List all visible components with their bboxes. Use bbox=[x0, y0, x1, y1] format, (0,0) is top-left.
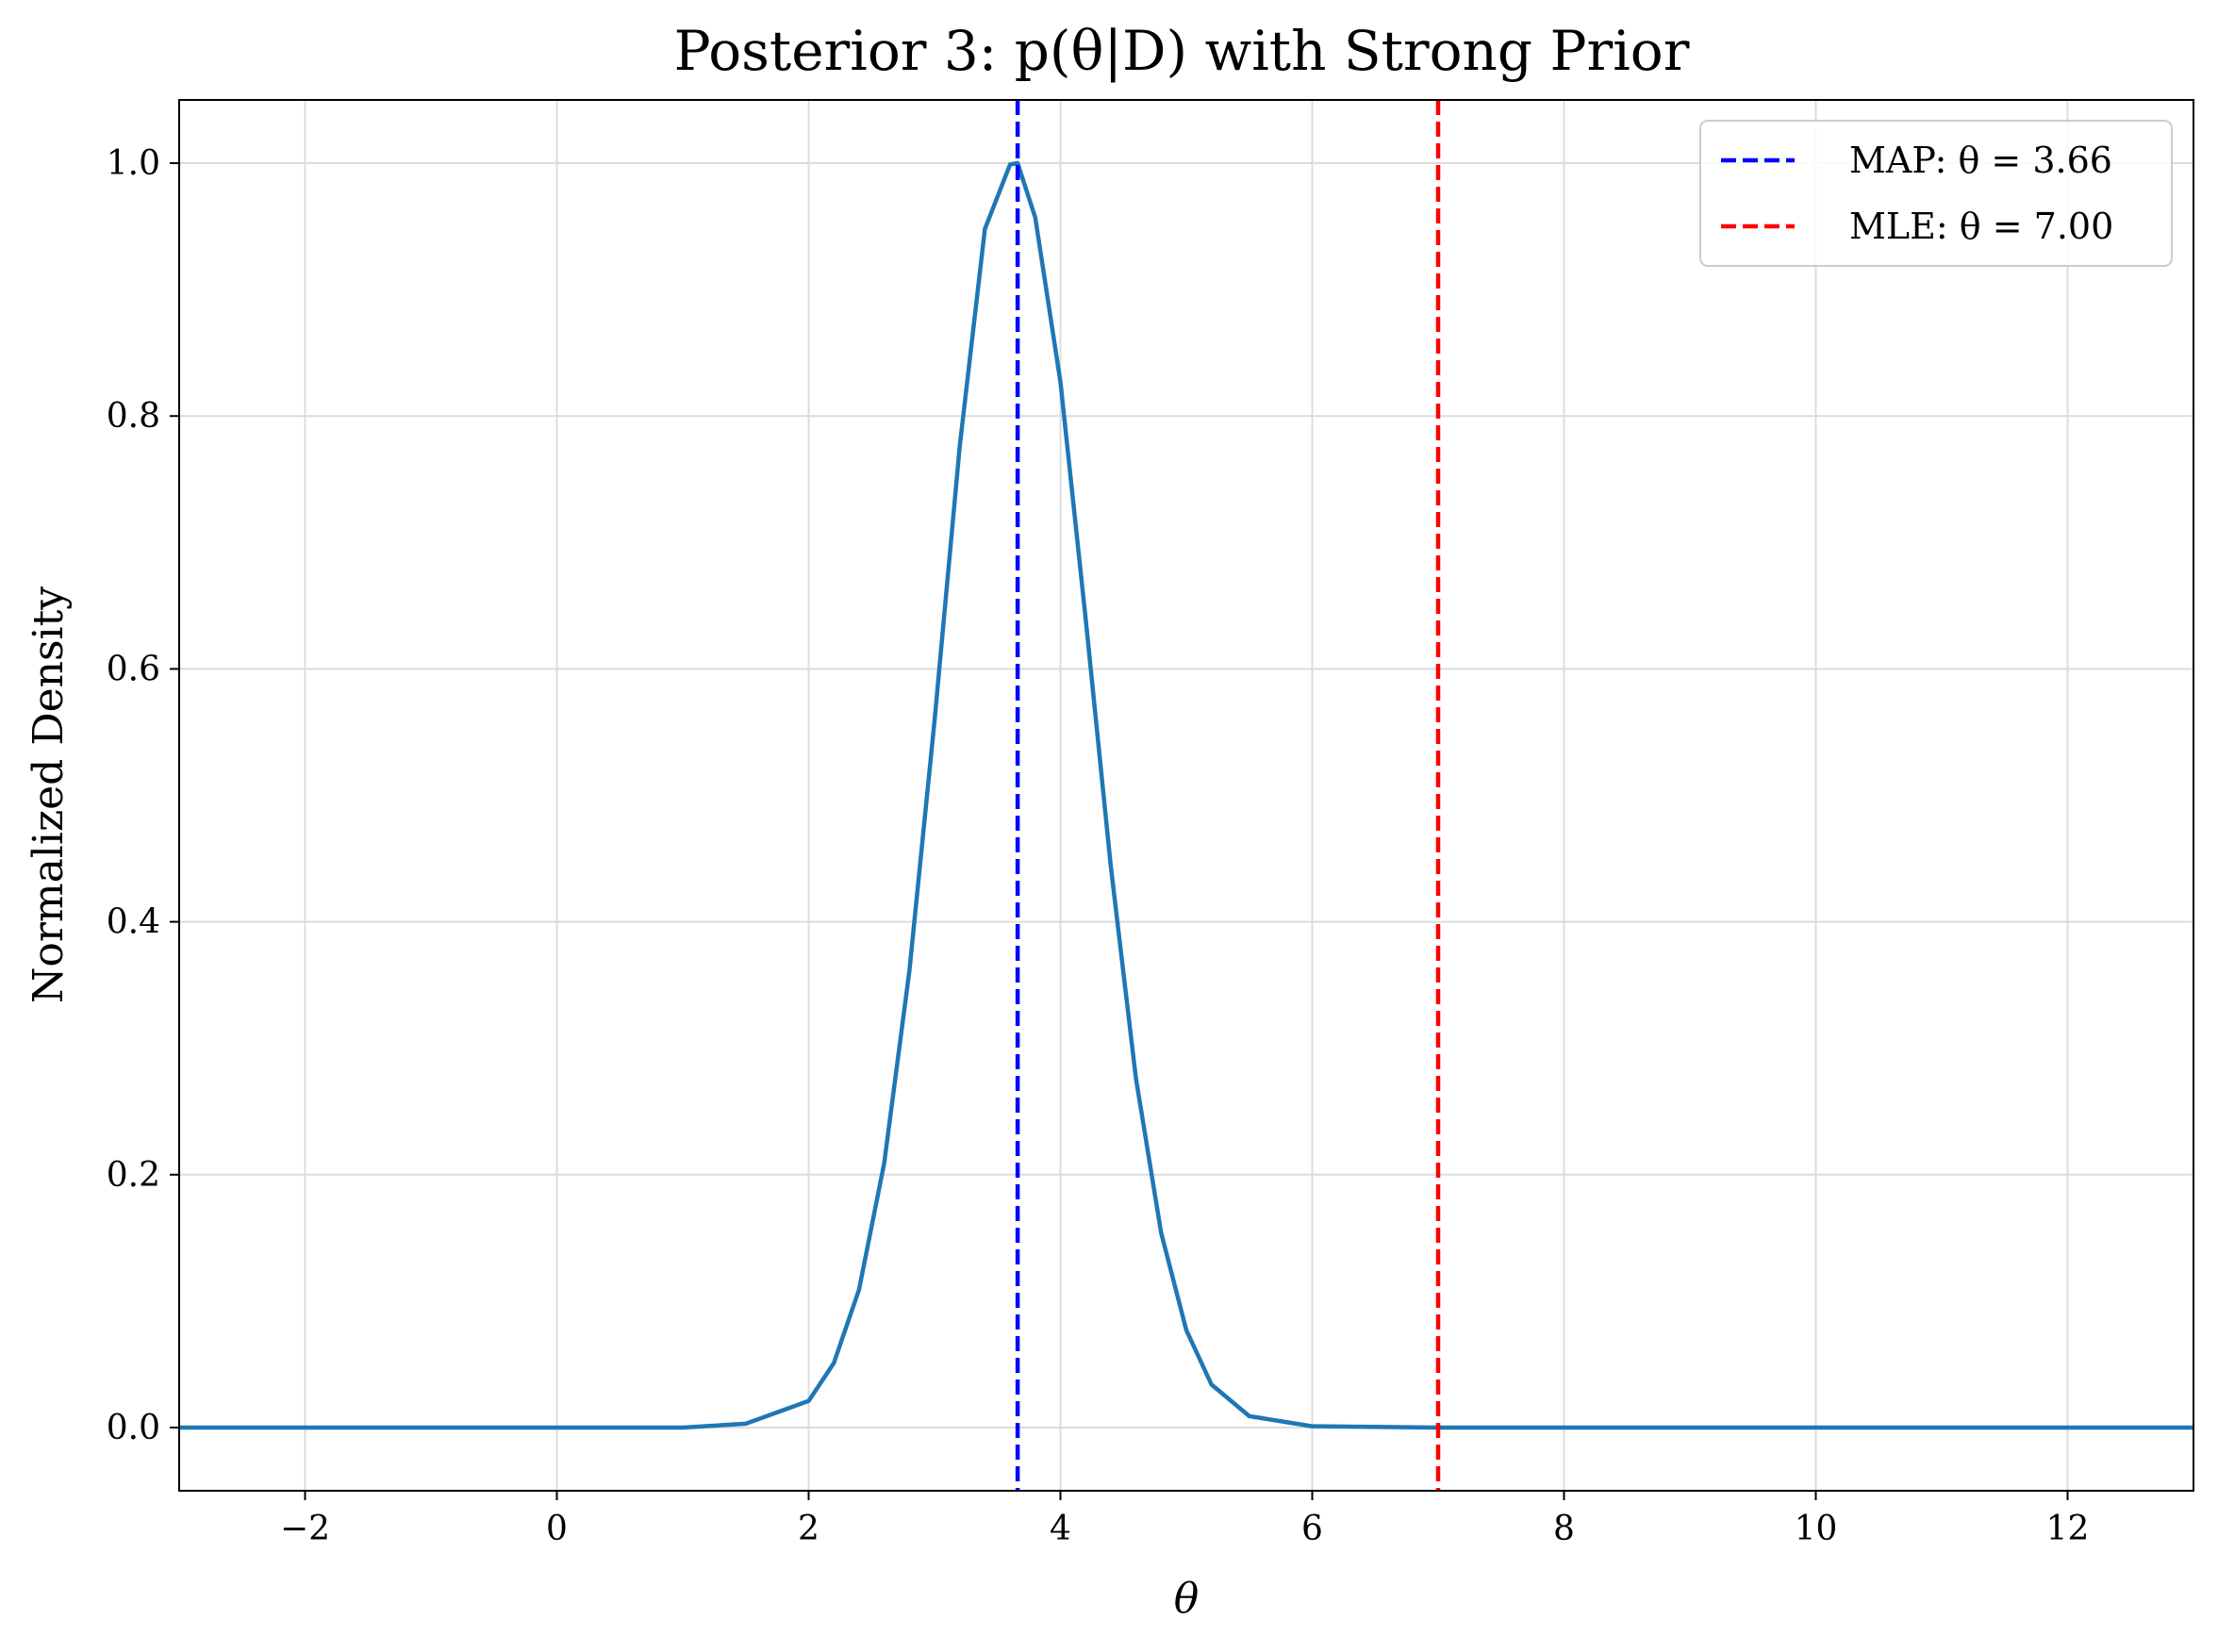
x-tick-label: 4 bbox=[1050, 1510, 1071, 1548]
y-tick-label: 0.0 bbox=[107, 1409, 160, 1447]
y-tick-label: 0.8 bbox=[107, 397, 160, 436]
y-tick-label: 0.6 bbox=[107, 650, 160, 688]
axes-frame bbox=[178, 99, 2194, 1492]
x-axis-label: θ bbox=[1174, 1575, 1200, 1623]
y-axis-label: Normalized Density bbox=[25, 586, 73, 1003]
legend-label-mle: MLE: θ = 7.00 bbox=[1849, 206, 2113, 247]
chart-title: Posterior 3: p(θ|D) with Strong Prior bbox=[674, 19, 1690, 83]
y-tick-label: 0.4 bbox=[107, 903, 160, 942]
legend-label-map: MAP: θ = 3.66 bbox=[1849, 140, 2112, 181]
x-tick-label: 6 bbox=[1301, 1510, 1323, 1548]
legend: MAP: θ = 3.66 MLE: θ = 7.00 bbox=[1699, 120, 2173, 267]
x-tick-label: 2 bbox=[798, 1510, 819, 1548]
x-tick-label: 8 bbox=[1553, 1510, 1575, 1548]
x-tick-label: 0 bbox=[546, 1510, 568, 1548]
plot-area bbox=[179, 100, 2193, 1491]
x-tick-label: 10 bbox=[1795, 1510, 1838, 1548]
posterior-density-line bbox=[179, 160, 2193, 1430]
y-tick-label: 1.0 bbox=[107, 144, 160, 183]
x-axis: −2 0 2 4 6 8 10 12 bbox=[280, 1491, 2089, 1548]
y-axis: 0.0 0.2 0.4 0.6 0.8 1.0 bbox=[107, 144, 179, 1447]
x-tick-label: 12 bbox=[2046, 1510, 2090, 1548]
legend-box bbox=[1699, 120, 2173, 267]
x-tick-label: −2 bbox=[280, 1510, 330, 1548]
y-tick-label: 0.2 bbox=[107, 1156, 160, 1195]
